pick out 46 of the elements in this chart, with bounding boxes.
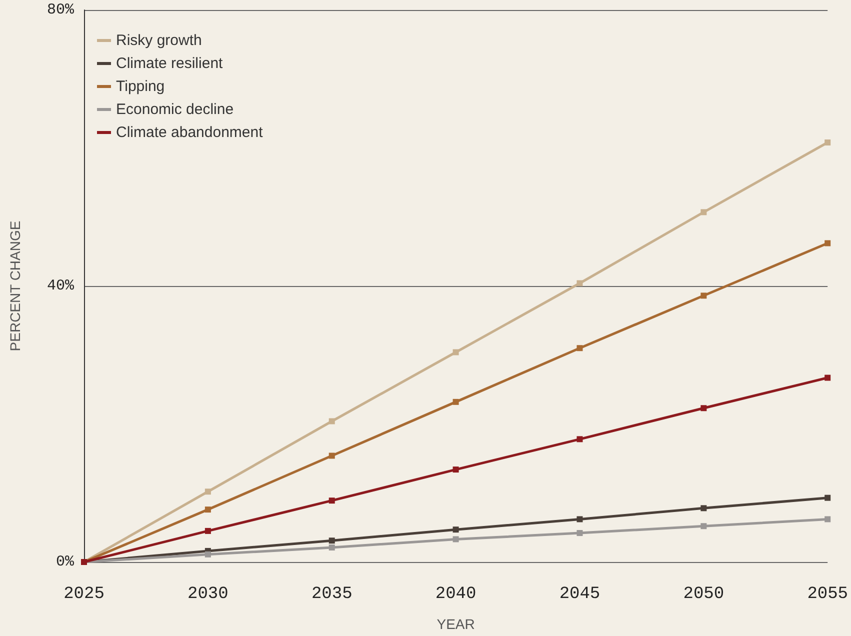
point [452, 349, 459, 356]
point [576, 530, 583, 536]
point [700, 292, 707, 299]
legend-label: Tipping [116, 78, 165, 95]
x-tick-label: 2040 [435, 585, 476, 604]
point [576, 345, 583, 352]
point [452, 526, 459, 533]
legend-label: Climate abandonment [116, 124, 264, 141]
legend-label: Economic decline [116, 101, 234, 118]
point [700, 505, 707, 512]
x-tick-label: 2025 [64, 585, 104, 604]
point [328, 452, 335, 459]
x-tick-label: 2030 [188, 585, 228, 604]
point [824, 240, 831, 246]
y-tick-label: 0% [56, 554, 75, 570]
point [824, 139, 831, 146]
point [328, 544, 335, 551]
point [824, 494, 831, 501]
point [824, 516, 831, 522]
x-tick-label: 2050 [683, 585, 724, 604]
point [328, 498, 335, 504]
point [576, 280, 583, 286]
point [576, 516, 583, 522]
point [700, 209, 707, 216]
legend-label: Climate resilient [116, 55, 224, 72]
y-tick-label: 80% [46, 2, 75, 18]
point [204, 488, 211, 495]
legend-label: Risky growth [116, 32, 202, 49]
point [700, 523, 707, 530]
y-tick-label: 40% [46, 278, 75, 294]
x-tick-label: 2055 [807, 585, 848, 604]
point [204, 506, 211, 513]
x-axis-title: YEAR [436, 616, 475, 632]
y-axis-title: PERCENT CHANGE [7, 220, 23, 352]
point [700, 405, 707, 412]
point [824, 374, 831, 381]
point [328, 538, 335, 544]
point [204, 551, 211, 558]
point [328, 418, 335, 424]
point [452, 466, 459, 473]
point [576, 436, 583, 442]
x-tick-label: 2035 [311, 585, 352, 604]
point [452, 398, 459, 405]
point [452, 536, 459, 542]
point [204, 528, 211, 534]
x-tick-label: 2045 [559, 585, 600, 604]
